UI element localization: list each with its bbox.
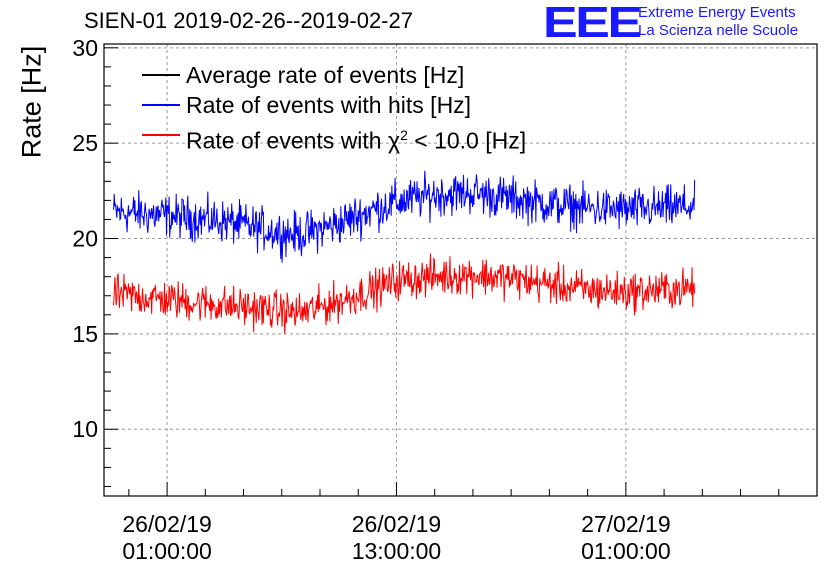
legend-label-average: Average rate of events [Hz]: [186, 62, 465, 88]
series-line-1: [113, 170, 696, 263]
legend-swatch-average: [142, 74, 180, 76]
logo-line-1: Extreme Energy Events: [638, 4, 796, 21]
legend-swatch-hits: [142, 104, 180, 106]
chart-title: SIEN-01 2019-02-26--2019-02-27: [84, 8, 413, 33]
legend-label-hits: Rate of events with hits [Hz]: [186, 92, 472, 118]
x-tick-label-date: 26/02/19: [122, 511, 212, 537]
legend-chi2-sup: 2: [400, 127, 408, 143]
x-tick-label-time: 01:00:00: [581, 538, 671, 564]
x-tick-label-time: 13:00:00: [352, 538, 442, 564]
y-tick-label: 30: [72, 35, 98, 61]
legend-label-chi2: Rate of events with χ2 < 10.0 [Hz]: [186, 120, 526, 156]
y-axis-label: Rate [Hz]: [16, 45, 47, 159]
eee-logo: EEE: [543, 0, 642, 47]
logo-line-2: La Scienza nelle Scuole: [638, 22, 799, 39]
series-line-2: [113, 253, 696, 335]
legend-chi2-prefix: Rate of events with: [186, 127, 388, 154]
plot-frame: [103, 43, 818, 497]
legend-chi2-suffix: < 10.0 [Hz]: [407, 127, 527, 154]
legend-swatch-chi2: [142, 134, 180, 136]
x-tick-label-date: 27/02/19: [581, 511, 671, 537]
x-tick-label-date: 26/02/19: [352, 511, 442, 537]
legend-chi2-symbol: χ: [388, 127, 401, 154]
y-tick-label: 20: [72, 226, 98, 252]
y-tick-label: 25: [72, 130, 98, 156]
x-tick-label-time: 01:00:00: [122, 538, 212, 564]
y-tick-label: 15: [72, 321, 98, 347]
eee-logo-text: Extreme Energy Events La Scienza nelle S…: [638, 4, 798, 40]
y-tick-label: 10: [72, 416, 98, 442]
